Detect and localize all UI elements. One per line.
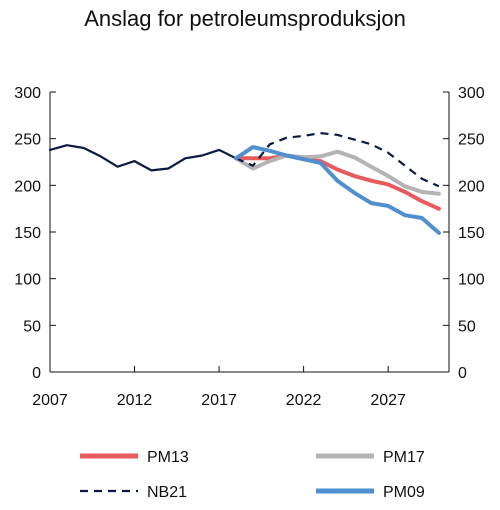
legend-label-pm09: PM09 — [383, 484, 425, 501]
chart-title: Anslag for petroleumsproduksjon — [84, 6, 406, 31]
y-tick-label-right: 150 — [458, 225, 485, 242]
axis-ticks: 0 0 50 50 100 100 150 150 200 200 250 250 300 300 2007… — [14, 85, 485, 409]
y-tick-label-right: 300 — [458, 85, 485, 102]
y-tick-label-left: 250 — [14, 132, 41, 149]
legend-label-pm13: PM13 — [147, 449, 189, 466]
series-line-pm17 — [234, 149, 441, 196]
y-tick-label-left: 150 — [14, 225, 41, 242]
legend-label-pm17: PM17 — [383, 449, 425, 466]
y-tick-label-left: 50 — [23, 318, 41, 335]
y-tick-label-right: 50 — [458, 318, 476, 335]
y-tick-label-right: 0 — [458, 365, 467, 382]
x-tick-label: 2027 — [370, 392, 406, 409]
y-tick-label-left: 100 — [14, 272, 41, 289]
y-tick-label-left: 0 — [32, 365, 41, 382]
x-tick-label: 2007 — [32, 392, 68, 409]
plot-frame — [49, 92, 450, 373]
series-lines — [48, 132, 441, 235]
series-line-nb21 — [235, 132, 440, 188]
x-tick-label: 2022 — [286, 392, 322, 409]
y-tick-label-left: 300 — [14, 85, 41, 102]
series-line-pm09 — [234, 145, 441, 235]
historical-line — [48, 144, 238, 172]
y-tick-label-right: 250 — [458, 132, 485, 149]
legend: PM13 PM17 NB21 PM09 — [80, 449, 425, 501]
series-line-pm13 — [234, 153, 441, 211]
y-tick-label-left: 200 — [14, 178, 41, 195]
x-tick-label: 2017 — [201, 392, 237, 409]
legend-label-nb21: NB21 — [147, 484, 187, 501]
y-tick-label-right: 200 — [458, 178, 485, 195]
y-tick-label-right: 100 — [458, 272, 485, 289]
x-tick-label: 2012 — [117, 392, 153, 409]
